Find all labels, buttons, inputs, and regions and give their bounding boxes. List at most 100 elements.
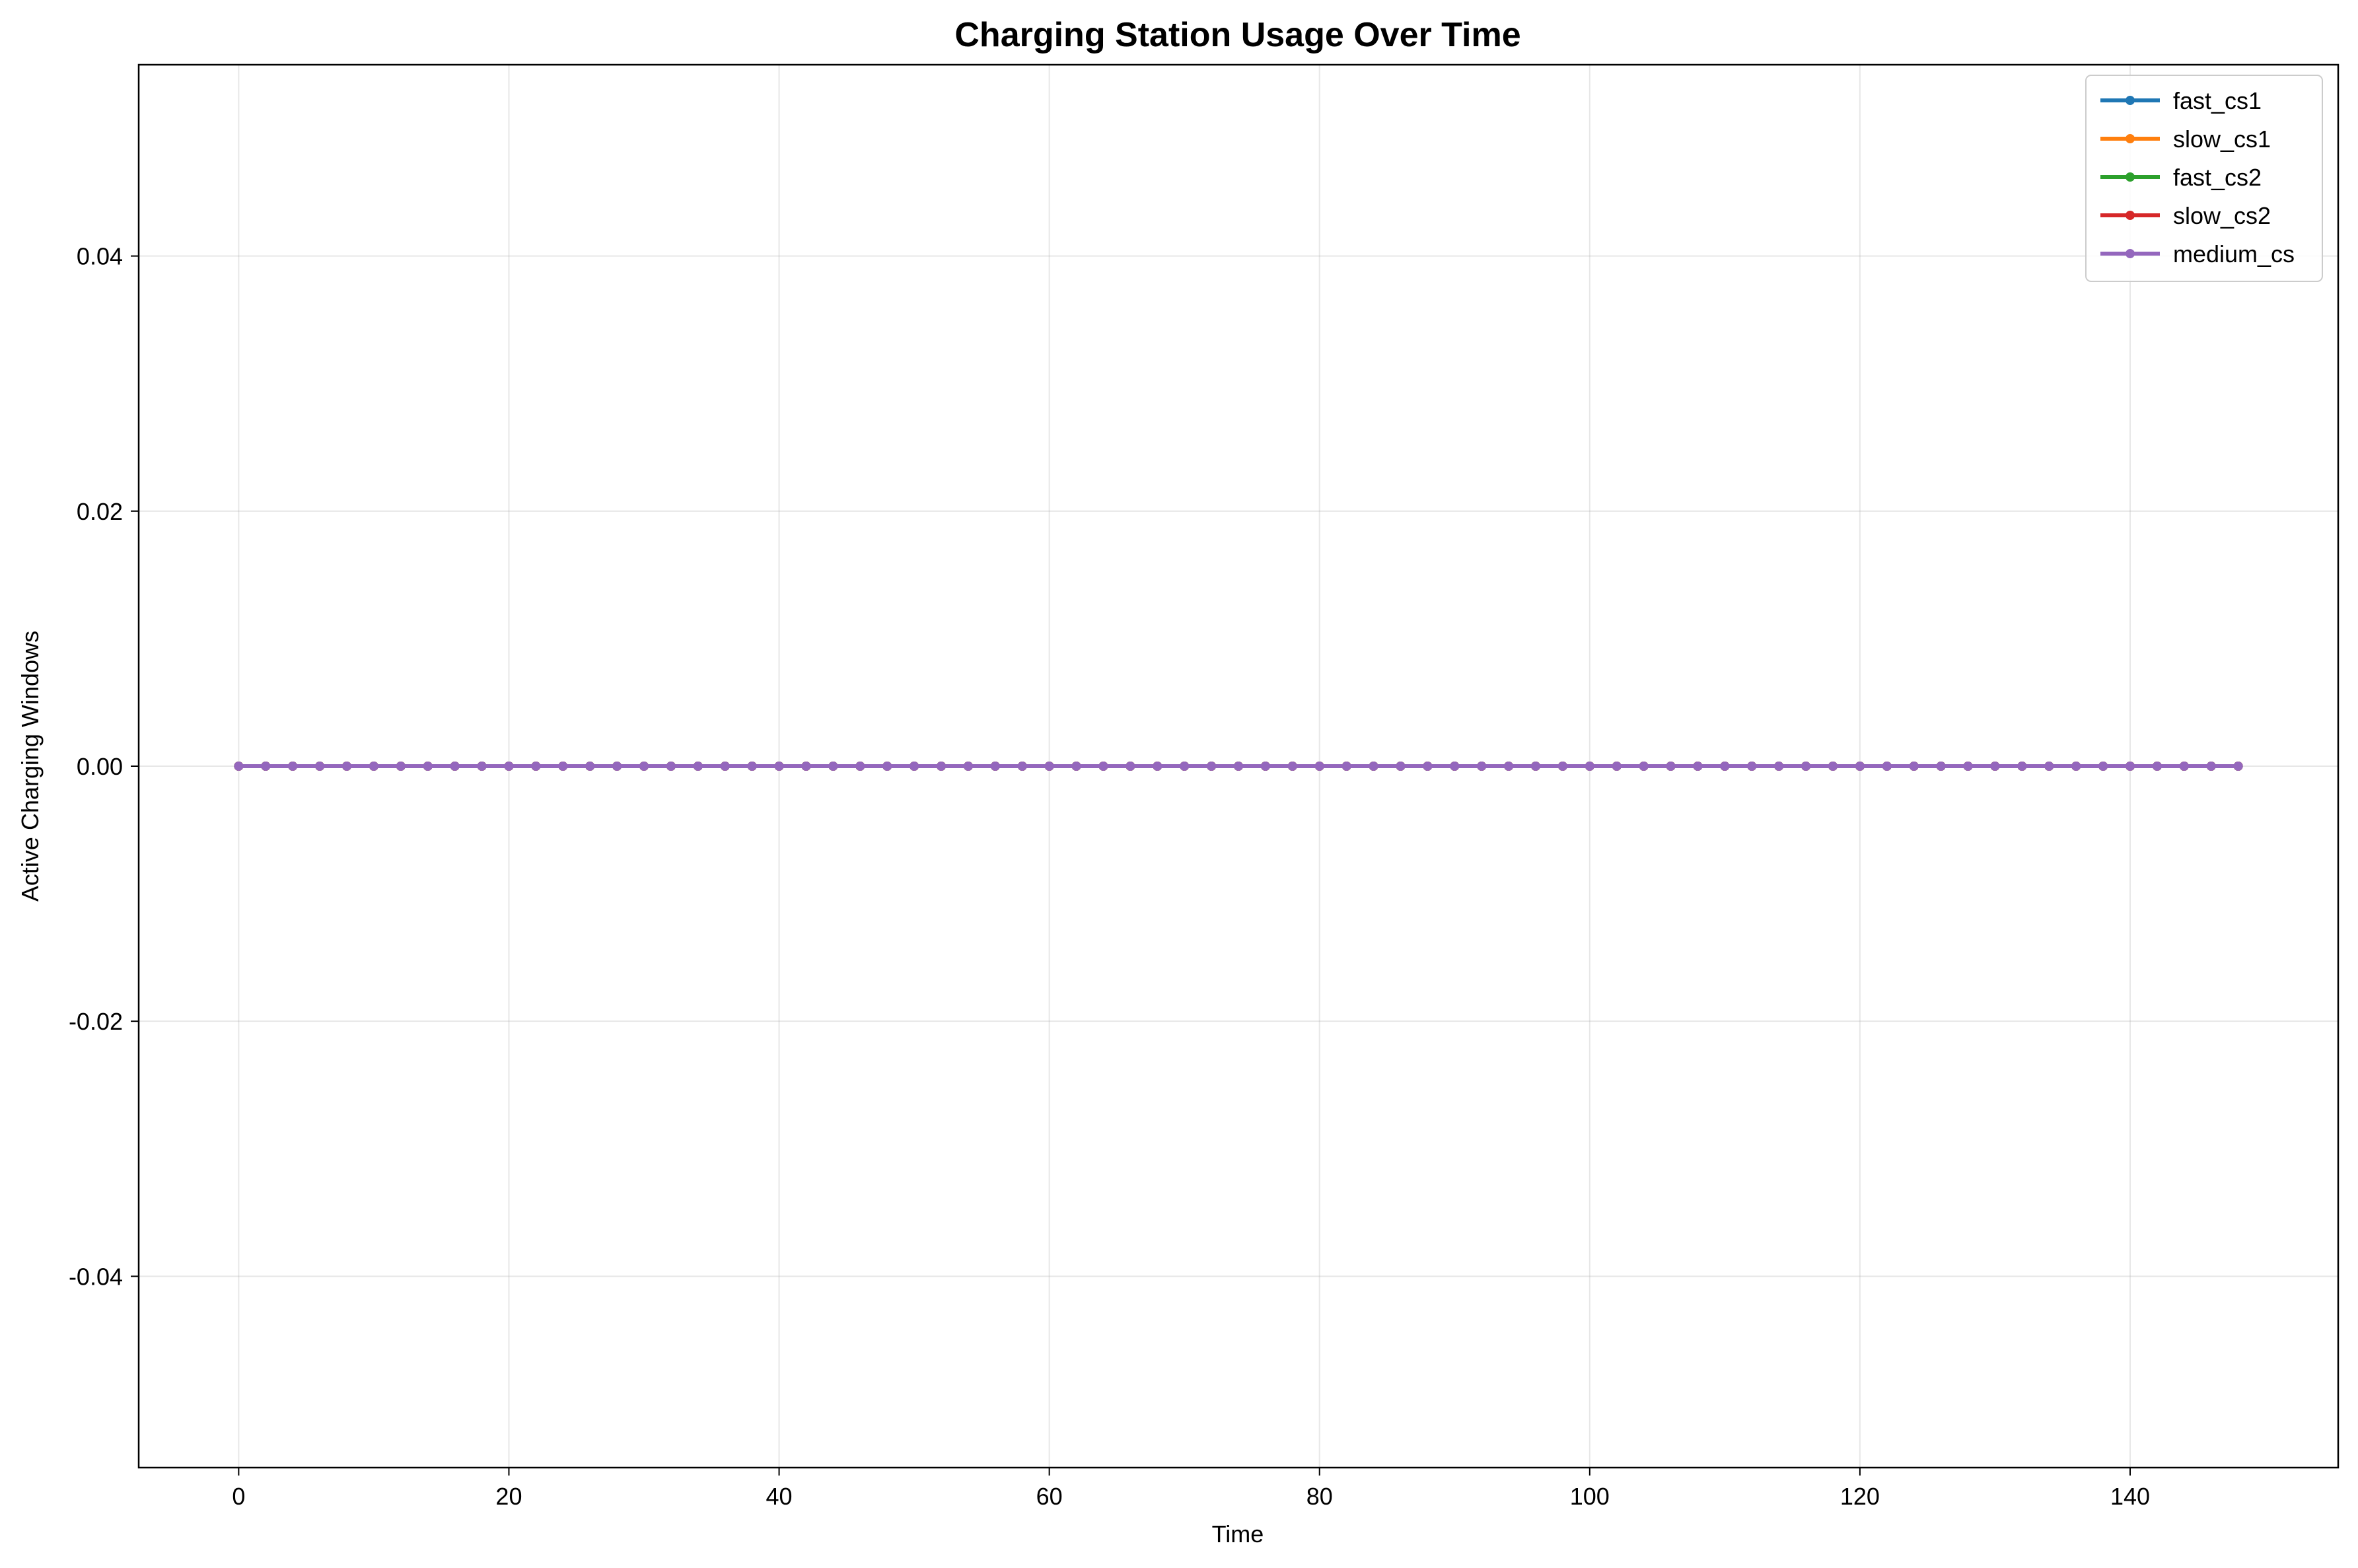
data-point xyxy=(477,762,487,771)
data-point xyxy=(288,762,298,771)
data-point xyxy=(1531,762,1540,771)
legend-swatch-marker xyxy=(2126,249,2135,258)
data-point xyxy=(801,762,811,771)
data-point xyxy=(1747,762,1757,771)
data-point xyxy=(910,762,919,771)
data-point xyxy=(1828,762,1838,771)
data-point xyxy=(1774,762,1784,771)
data-point xyxy=(342,762,351,771)
legend-label: medium_cs xyxy=(2173,240,2295,267)
data-point xyxy=(990,762,1000,771)
data-point xyxy=(2044,762,2054,771)
data-point xyxy=(504,762,514,771)
legend-swatch-marker xyxy=(2126,134,2135,143)
data-point xyxy=(585,762,595,771)
data-point xyxy=(2233,762,2243,771)
data-point xyxy=(531,762,541,771)
y-tick-label: -0.04 xyxy=(69,1263,123,1290)
x-tick-label: 40 xyxy=(766,1483,793,1510)
data-point xyxy=(828,762,838,771)
data-point xyxy=(2152,762,2162,771)
data-point xyxy=(1557,762,1567,771)
data-point xyxy=(396,762,406,771)
x-tick-label: 0 xyxy=(232,1483,245,1510)
legend-item-fast_cs2: fast_cs2 xyxy=(2100,164,2262,191)
data-point xyxy=(1341,762,1351,771)
data-point xyxy=(1314,762,1324,771)
data-point xyxy=(261,762,271,771)
data-point xyxy=(1369,762,1378,771)
data-point xyxy=(937,762,946,771)
data-point xyxy=(1612,762,1622,771)
legend-item-slow_cs2: slow_cs2 xyxy=(2100,202,2271,229)
legend-item-fast_cs1: fast_cs1 xyxy=(2100,87,2262,114)
legend-label: slow_cs1 xyxy=(2173,125,2271,153)
data-point xyxy=(1180,762,1190,771)
legend-swatch-marker xyxy=(2126,211,2135,220)
data-point xyxy=(234,762,244,771)
data-point xyxy=(855,762,865,771)
data-point xyxy=(1963,762,1973,771)
data-point xyxy=(1396,762,1406,771)
data-point xyxy=(558,762,568,771)
data-point xyxy=(1909,762,1919,771)
legend-items: fast_cs1 slow_cs1 fast_cs2 slow_cs2 medium_c… xyxy=(2100,87,2295,267)
data-point xyxy=(963,762,973,771)
legend-item-slow_cs1: slow_cs1 xyxy=(2100,125,2271,153)
y-tick-label: 0.02 xyxy=(77,498,123,525)
data-point xyxy=(720,762,730,771)
legend-label: fast_cs1 xyxy=(2173,87,2262,114)
data-point xyxy=(693,762,703,771)
data-point xyxy=(1477,762,1487,771)
data-point xyxy=(1207,762,1217,771)
series-medium_cs xyxy=(234,762,2243,771)
data-point xyxy=(1423,762,1433,771)
data-point xyxy=(2206,762,2216,771)
x-tick-label: 20 xyxy=(495,1483,522,1510)
x-tick-label: 140 xyxy=(2110,1483,2150,1510)
data-point xyxy=(1801,762,1811,771)
x-tick-label: 100 xyxy=(1570,1483,1610,1510)
legend-item-medium_cs: medium_cs xyxy=(2100,240,2295,267)
data-point xyxy=(1990,762,2000,771)
legend-swatch-marker xyxy=(2126,172,2135,182)
data-point xyxy=(1585,762,1594,771)
data-point xyxy=(1287,762,1297,771)
data-point xyxy=(2179,762,2189,771)
data-point xyxy=(1260,762,1270,771)
data-point xyxy=(1693,762,1703,771)
data-point xyxy=(1450,762,1460,771)
data-point xyxy=(612,762,622,771)
data-point xyxy=(747,762,757,771)
data-point xyxy=(1936,762,1946,771)
data-point xyxy=(315,762,325,771)
data-point xyxy=(2098,762,2108,771)
data-point xyxy=(882,762,892,771)
data-point xyxy=(666,762,676,771)
data-point xyxy=(1125,762,1135,771)
legend-label: fast_cs2 xyxy=(2173,164,2262,191)
y-tick-label: -0.02 xyxy=(69,1008,123,1035)
x-tick-label: 80 xyxy=(1306,1483,1333,1510)
data-point xyxy=(1882,762,1892,771)
data-point xyxy=(774,762,784,771)
data-point xyxy=(423,762,433,771)
legend-swatch-marker xyxy=(2126,96,2135,105)
y-tick-label: 0.04 xyxy=(77,243,123,270)
data-point xyxy=(1098,762,1108,771)
data-point xyxy=(2017,762,2027,771)
data-point xyxy=(2126,762,2135,771)
data-point xyxy=(1855,762,1865,771)
data-point xyxy=(1720,762,1730,771)
series-layer xyxy=(234,762,2243,771)
data-point xyxy=(1666,762,1676,771)
data-point xyxy=(369,762,378,771)
x-axis-label: Time xyxy=(1212,1520,1264,1548)
x-tick-label: 120 xyxy=(1840,1483,1880,1510)
data-point xyxy=(1153,762,1162,771)
y-axis-label: Active Charging Windows xyxy=(17,631,44,902)
data-point xyxy=(1017,762,1027,771)
data-point xyxy=(1504,762,1514,771)
